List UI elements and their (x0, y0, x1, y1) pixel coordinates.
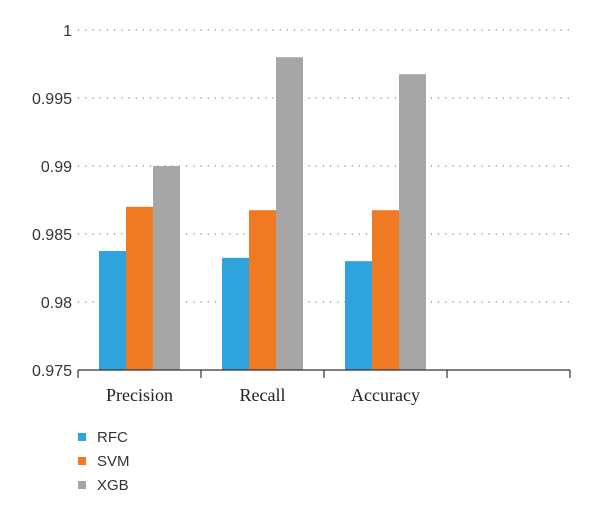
bar-xgb-precision (153, 166, 180, 370)
bar-rfc-accuracy (345, 261, 372, 370)
y-tick-label: 0.975 (32, 363, 72, 380)
bar-svm-recall (249, 210, 276, 370)
bar-rfc-precision (99, 251, 126, 370)
x-axis (77, 369, 571, 378)
legend-swatch-svm (78, 457, 86, 465)
legend-label-svm: SVM (97, 453, 130, 470)
y-tick-label: 0.99 (41, 159, 72, 176)
x-tick-label: Accuracy (351, 385, 420, 405)
bar-xgb-accuracy (399, 74, 426, 370)
bar-svm-accuracy (372, 210, 399, 370)
legend-label-rfc: RFC (97, 429, 128, 446)
y-axis-ticks: 0.975 0.98 0.985 0.99 0.995 1 (32, 23, 72, 380)
bar-xgb-recall (276, 57, 303, 370)
x-tick-label: Recall (240, 385, 286, 405)
legend: RFC SVM XGB (78, 429, 130, 494)
bar-rfc-recall (222, 257, 249, 370)
y-tick-label: 0.98 (41, 295, 72, 312)
y-tick-label: 0.995 (32, 91, 72, 108)
legend-label-xgb: XGB (97, 477, 129, 494)
x-axis-ticks: Precision Recall Accuracy (106, 385, 420, 405)
bar-svm-precision (126, 206, 153, 370)
legend-swatch-rfc (78, 433, 86, 441)
grid-lines (78, 29, 570, 303)
y-tick-label: 1 (63, 23, 72, 40)
legend-swatch-xgb (78, 481, 86, 489)
y-tick-label: 0.985 (32, 227, 72, 244)
bars (99, 57, 426, 370)
x-tick-label: Precision (106, 385, 173, 405)
